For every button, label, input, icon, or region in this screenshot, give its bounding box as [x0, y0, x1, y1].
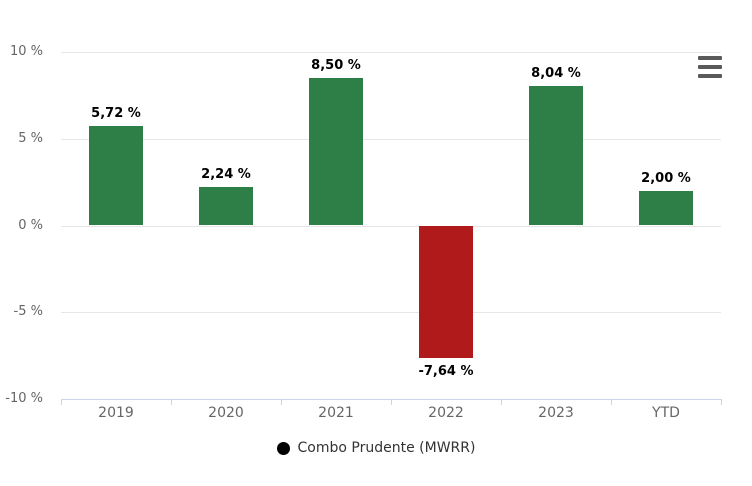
- y-axis-label: 10 %: [9, 44, 43, 59]
- x-axis-tick: [61, 399, 62, 405]
- x-axis-label-2020: 2020: [208, 405, 244, 421]
- chart-context-menu-button[interactable]: [698, 55, 723, 79]
- bar-value-label-2020: 2,24 %: [201, 166, 251, 182]
- bar-value-label-2023: 8,04 %: [531, 66, 581, 81]
- y-axis-label: -10 %: [5, 391, 43, 406]
- x-axis-label-2019: 2019: [98, 405, 134, 421]
- bar-2021[interactable]: [309, 78, 363, 226]
- x-axis-tick: [281, 399, 282, 405]
- hamburger-menu-line: [698, 73, 722, 79]
- gridline-10: [61, 52, 721, 53]
- x-axis-tick: [611, 399, 612, 405]
- legend: Combo Prudente (MWRR): [0, 439, 752, 457]
- x-axis-tick: [501, 399, 502, 405]
- bar-value-label-2019: 5,72 %: [91, 106, 141, 122]
- hamburger-menu-line: [698, 55, 722, 61]
- gridline--5: [61, 312, 721, 314]
- bar-value-label-2021: 8,50 %: [311, 58, 361, 74]
- bar-value-label-ytd: 2,00 %: [641, 170, 691, 186]
- gridline-0: [61, 225, 721, 227]
- x-axis-label-ytd: YTD: [652, 405, 680, 421]
- gridline-5: [61, 138, 721, 140]
- x-axis-label-2023: 2023: [538, 405, 574, 421]
- legend-label: Combo Prudente (MWRR): [297, 440, 476, 456]
- x-axis-label-2022: 2022: [428, 405, 464, 421]
- x-axis-label-2021: 2021: [318, 405, 354, 421]
- y-axis-label: -5 %: [13, 304, 43, 320]
- x-axis-tick: [391, 399, 392, 405]
- legend-item-combo-prudente[interactable]: Combo Prudente (MWRR): [276, 439, 476, 457]
- bar-value-label-2022: -7,64 %: [418, 364, 474, 380]
- x-axis-tick: [171, 399, 172, 405]
- bar-2023[interactable]: [529, 86, 583, 226]
- hamburger-menu-icon: [698, 55, 723, 79]
- bar-2020[interactable]: [199, 186, 253, 226]
- hamburger-menu-line: [698, 64, 722, 70]
- bar-2022[interactable]: [419, 225, 473, 359]
- x-axis-tick: [721, 399, 722, 405]
- bar-2019[interactable]: [89, 126, 143, 226]
- bar-ytd[interactable]: [639, 190, 693, 226]
- y-axis-label: 5 %: [18, 130, 43, 146]
- y-axis-label: 0 %: [18, 217, 43, 233]
- legend-circle-marker-icon: [276, 441, 290, 455]
